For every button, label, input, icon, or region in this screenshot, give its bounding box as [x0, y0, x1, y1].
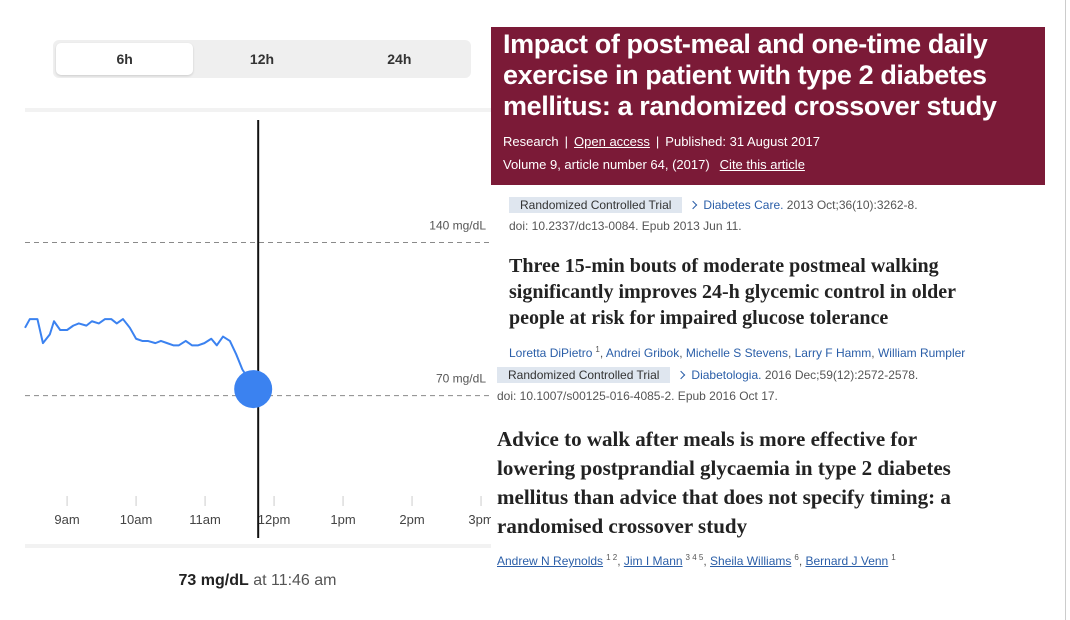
range-option[interactable]: 12h: [249, 51, 275, 67]
author-name[interactable]: William Rumpler: [877, 346, 966, 360]
title-line: Three 15-min bouts of moderate postmeal …: [509, 255, 939, 277]
author: Michelle S Stevens: [679, 346, 788, 360]
doi: doi: 10.1007/s00125-016-4085-2. Epub 201…: [497, 389, 778, 403]
readout-time: at 11:46 am: [253, 572, 337, 589]
title-line: people at risk for impaired glucose tole…: [509, 307, 889, 329]
author: Larry F Hamm: [788, 346, 871, 360]
affiliation: 1: [595, 345, 600, 354]
author: Loretta DiPietro 1: [509, 345, 600, 360]
article-header: Impact of post-meal and one-time daily ex…: [491, 27, 1045, 185]
title-line: Impact of post-meal and one-time daily: [503, 29, 988, 59]
title-line: mellitus than advice that does not speci…: [497, 485, 951, 509]
citation: 2016 Dec;59(12):2572-2578.: [764, 368, 919, 382]
title-line: randomised crossover study: [497, 514, 748, 538]
article-meta: ResearchOpen accessPublished: 31 August …: [503, 134, 1045, 149]
badge: Randomized Controlled Trial: [497, 367, 671, 383]
title-line: significantly improves 24-h glycemic con…: [509, 281, 957, 303]
divider: [25, 108, 495, 112]
author-name[interactable]: Jim I Mann: [623, 554, 683, 568]
article-title: Impact of post-meal and one-time daily ex…: [503, 29, 1045, 122]
divider: [25, 544, 495, 548]
papers-panel: [491, 185, 1065, 620]
meta-item: Research: [503, 134, 559, 149]
y-tick-label: 70 mg/dL: [436, 372, 486, 386]
title-line: exercise in patient with type 2 diabetes: [503, 60, 987, 90]
glucose-chart: 140 mg/dL 70 mg/dL 9am 10am 11am 12pm 1pm 2pm 3p…: [24, 108, 495, 548]
readout: 73 mg/dL at 11:46 am: [0, 572, 515, 590]
journal[interactable]: Diabetes Care.: [690, 198, 783, 212]
readout-value: 73 mg/dL: [178, 572, 249, 589]
title-line: lowering postprandial glycaemia in type …: [497, 456, 951, 480]
x-tick-label: 9am: [54, 512, 79, 527]
range-selector: 6h 12h 24h: [53, 40, 471, 78]
range-option[interactable]: 6h: [56, 43, 194, 75]
citation-row: Randomized Controlled Trial Diabetologia.…: [497, 367, 1062, 383]
x-tick-label: 2pm: [399, 512, 424, 527]
pubmed-entry: Randomized Controlled Trial Diabetologia.…: [497, 367, 1062, 568]
affiliation: 3 4 5: [685, 553, 704, 562]
x-tick-label: 11am: [189, 512, 221, 527]
citation: 2013 Oct;36(10):3262-8.: [786, 198, 918, 212]
meta-item[interactable]: Open access: [559, 134, 650, 149]
citation-row: Randomized Controlled Trial Diabetes Care…: [509, 197, 1054, 213]
meta-item: Published: 31 August 2017: [650, 134, 820, 149]
volume: Volume 9, article number 64, (2017): [503, 157, 710, 172]
author-name[interactable]: Michelle S Stevens: [685, 346, 788, 360]
glucose-line: [24, 318, 259, 390]
badge: Randomized Controlled Trial: [509, 197, 683, 213]
author: Andrei Gribok: [600, 346, 679, 360]
affiliation: 1: [891, 553, 896, 562]
edge: [1065, 0, 1066, 620]
y-tick-label: 140 mg/dL: [429, 219, 486, 233]
title-line: mellitus: a randomized crossover study: [503, 91, 997, 121]
author-name[interactable]: Sheila Williams: [710, 554, 792, 568]
paper-title: Three 15-min bouts of moderate postmeal …: [509, 253, 1054, 331]
paper-title: Advice to walk after meals is more effec…: [497, 425, 1062, 541]
pubmed-entry: Randomized Controlled Trial Diabetes Care…: [509, 197, 1054, 360]
x-tick-label: 12pm: [258, 512, 291, 527]
doi: doi: 10.2337/dc13-0084. Epub 2013 Jun 11…: [509, 219, 742, 233]
author: William Rumpler: [871, 346, 965, 360]
cursor-notch: [250, 112, 267, 120]
x-tick-label: 1pm: [330, 512, 355, 527]
author-name[interactable]: Loretta DiPietro: [509, 346, 593, 360]
author-name[interactable]: Andrew N Reynolds: [497, 554, 604, 568]
cite-link[interactable]: Cite this article: [719, 157, 805, 172]
article-volume: Volume 9, article number 64, (2017) Cite …: [503, 157, 1045, 172]
journal[interactable]: Diabetologia.: [678, 368, 761, 382]
author-name[interactable]: Larry F Hamm: [794, 346, 872, 360]
author-name[interactable]: Bernard J Venn: [805, 554, 889, 568]
author: Andrew N Reynolds 1 2: [497, 553, 618, 568]
range-option[interactable]: 24h: [387, 51, 412, 67]
affiliation: 6: [794, 553, 799, 562]
affiliation: 1 2: [606, 553, 618, 562]
x-tick-label: 10am: [120, 512, 153, 527]
x-tick-label: 3pm: [468, 512, 493, 527]
selected-point: [234, 370, 273, 409]
author-name[interactable]: Andrei Gribok: [605, 346, 680, 360]
title-line: Advice to walk after meals is more effec…: [497, 427, 918, 451]
